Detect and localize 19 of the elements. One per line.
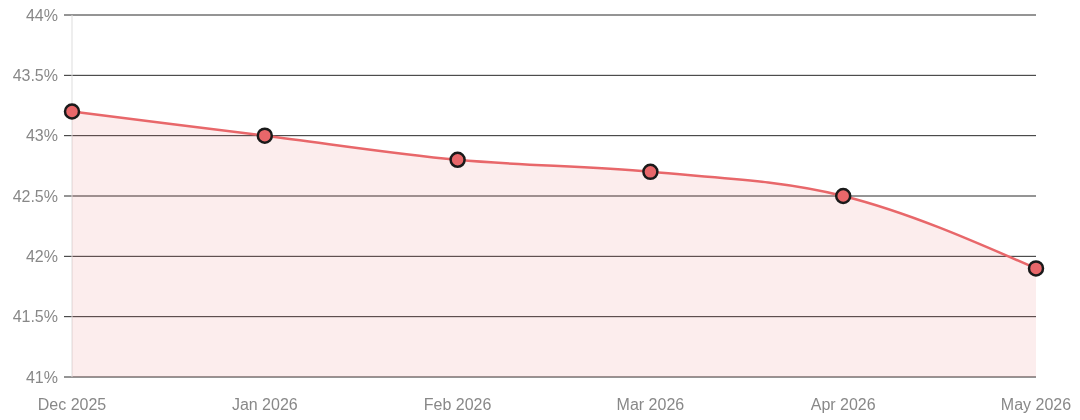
y-tick-label: 43% [25, 127, 58, 145]
point [63, 103, 81, 120]
point [449, 151, 466, 169]
point [642, 163, 659, 181]
y-tick-label: 41.5% [12, 308, 58, 326]
x-tick-label: Apr 2026 [810, 396, 876, 413]
y-tick-label: 44% [25, 6, 58, 24]
y-tick-label: 42.5% [12, 187, 58, 205]
x-tick-label: Mar 2026 [616, 396, 685, 413]
y-tick-label: 41% [25, 368, 58, 386]
point [1027, 260, 1045, 277]
y-tick-label: 42% [25, 247, 58, 265]
point [834, 187, 852, 205]
y-tick-label: 43.5% [12, 66, 58, 84]
x-tick-label: Jan 2026 [231, 396, 298, 413]
x-tick-label: Feb 2026 [423, 396, 492, 413]
x-tick-label: Dec 2025 [37, 396, 107, 413]
x-tick-label: May 2026 [1000, 396, 1072, 413]
point [256, 127, 274, 144]
